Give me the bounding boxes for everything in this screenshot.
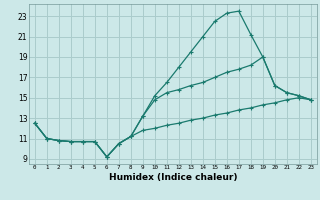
X-axis label: Humidex (Indice chaleur): Humidex (Indice chaleur) xyxy=(108,173,237,182)
